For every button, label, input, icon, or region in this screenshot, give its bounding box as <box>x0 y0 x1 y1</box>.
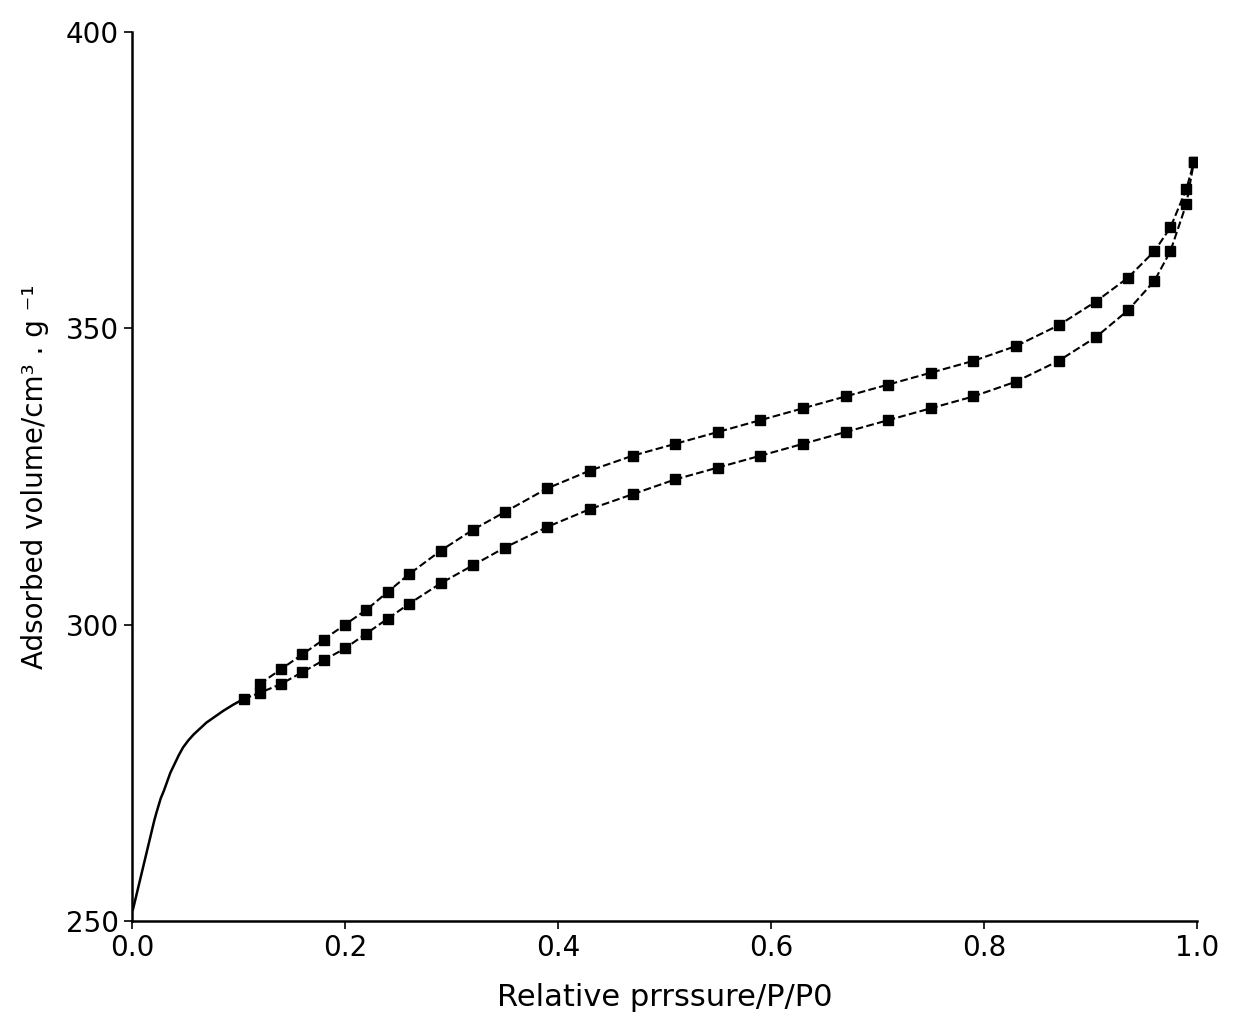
X-axis label: Relative prrssure/P/P0: Relative prrssure/P/P0 <box>497 983 832 1012</box>
Y-axis label: Adsorbed volume/cm³ . g ⁻¹: Adsorbed volume/cm³ . g ⁻¹ <box>21 284 48 668</box>
